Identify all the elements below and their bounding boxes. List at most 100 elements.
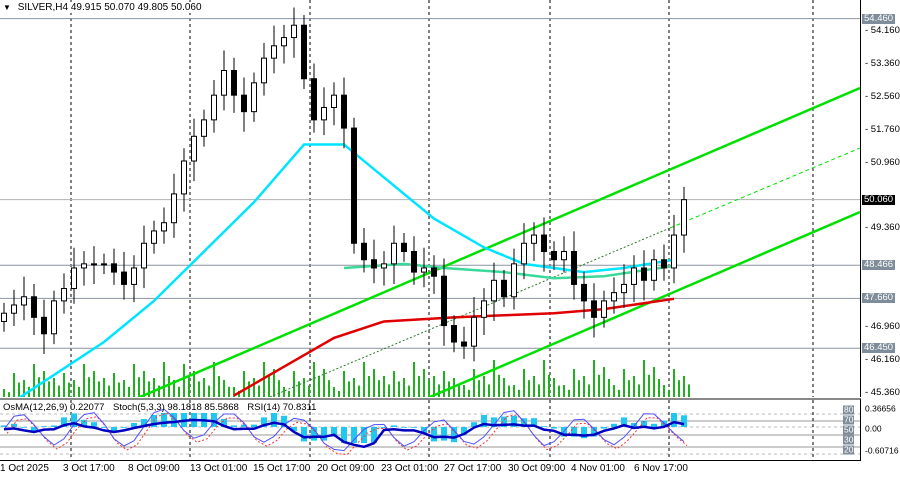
volume-bar — [333, 387, 335, 397]
volume-bar — [683, 376, 685, 397]
candle-body — [511, 263, 517, 298]
volume-bar — [283, 387, 285, 397]
level-price-tag: 48.466 — [862, 259, 896, 271]
volume-bar — [73, 380, 75, 397]
candle-body — [331, 94, 337, 109]
volume-bar — [123, 380, 125, 397]
candle-body — [411, 251, 417, 273]
rsi-label: RSI(14) 70.8311 — [247, 402, 317, 413]
osma-bar — [601, 427, 607, 429]
volume-bar — [458, 385, 460, 397]
volume-bar — [663, 385, 665, 397]
volume-bar — [648, 374, 650, 397]
time-tick-label: 13 Oct 01:00 — [190, 463, 248, 474]
volume-bar — [13, 373, 15, 397]
candle-body — [671, 234, 677, 269]
candle-body — [201, 119, 207, 137]
candle-body — [661, 259, 667, 269]
volume-bar — [498, 374, 500, 397]
volume-bar — [203, 378, 205, 397]
volume-bar — [258, 385, 260, 397]
candle-body — [281, 37, 287, 47]
osma-bar — [351, 427, 357, 443]
symbol-header: ▼ SILVER,H4 49.915 50.070 49.805 50.060 — [3, 2, 202, 13]
volume-bar — [443, 371, 445, 397]
indicator-axis-label: 80 — [843, 404, 855, 415]
candle-body — [41, 316, 47, 335]
volume-bar — [493, 360, 495, 397]
candle-body — [271, 45, 277, 59]
volume-bar — [243, 371, 245, 397]
volume-bar — [213, 362, 215, 397]
volume-bar — [543, 360, 545, 397]
osma-bar — [261, 417, 267, 427]
osma-bar — [571, 427, 577, 437]
channel-middle-line — [269, 227, 671, 397]
candle-body — [211, 94, 217, 121]
volume-bar — [168, 376, 170, 397]
volume-bar — [578, 380, 580, 397]
price-chart[interactable]: ▼ SILVER,H4 49.915 50.070 49.805 50.060 — [0, 0, 861, 397]
volume-bar — [328, 380, 330, 397]
candle-body — [111, 263, 117, 273]
osma-bar — [81, 419, 87, 427]
candle-body — [91, 263, 97, 266]
candle-body — [1, 312, 7, 322]
time-axis[interactable]: 1 Oct 2025 3 Oct 17:00 8 Oct 09:00 13 Oct 0… — [0, 459, 860, 481]
volume-bar — [208, 385, 210, 397]
volume-bar — [673, 369, 675, 397]
candle-body — [521, 242, 527, 265]
dropdown-triangle-icon[interactable]: ▼ — [3, 3, 11, 12]
volume-bar — [483, 376, 485, 397]
candle-body — [401, 242, 407, 253]
volume-bar — [218, 376, 220, 397]
indicator-panel[interactable]: OsMA(12,26,9) 0.22077 Stoch(5,3,3) 98.18… — [0, 398, 861, 461]
candle-body — [581, 283, 587, 302]
osma-bar — [341, 427, 347, 443]
volume-bar — [133, 364, 135, 397]
price-tick-label: - 52.560 — [865, 90, 900, 102]
volume-bar — [83, 364, 85, 397]
candle-body — [651, 259, 657, 281]
candle-body — [301, 24, 307, 80]
volume-bar — [63, 373, 65, 397]
candle-body — [471, 316, 477, 347]
volume-bar — [513, 385, 515, 397]
volume-bar — [153, 378, 155, 397]
volume-bar — [503, 378, 505, 397]
volume-bar — [378, 380, 380, 397]
candle-body — [71, 267, 77, 290]
time-tick-label: 15 Oct 17:00 — [253, 463, 311, 474]
volume-bar — [643, 360, 645, 397]
candle-body — [261, 57, 267, 84]
candle-body — [121, 271, 127, 285]
volume-bar — [658, 379, 660, 397]
candle-body — [101, 263, 107, 266]
volume-bar — [408, 385, 410, 397]
volume-bar — [588, 384, 590, 397]
osma-bar — [141, 419, 147, 427]
price-tick-label: - 46.160 — [865, 354, 900, 366]
indicator-canvas — [0, 400, 860, 460]
osma-bar — [411, 427, 417, 428]
price-axis[interactable]: - 54.160 - 53.360 - 52.560 - 51.760 - 50.960… — [861, 0, 900, 458]
osma-bar — [431, 427, 437, 442]
volume-bar — [653, 367, 655, 397]
price-chart-canvas — [0, 0, 860, 397]
time-tick-label: 23 Oct 01:00 — [381, 463, 439, 474]
channel-upper-line — [139, 86, 860, 397]
volume-bar — [468, 389, 470, 397]
volume-bar — [628, 380, 630, 397]
volume-bar — [418, 376, 420, 397]
volume-bar — [348, 381, 350, 397]
osma-bar — [461, 427, 467, 435]
osma-bar — [671, 413, 677, 427]
osma-bar — [491, 417, 497, 427]
osma-bar — [481, 415, 487, 427]
volume-bar — [373, 369, 375, 397]
osma-bar — [281, 415, 287, 427]
volume-bar — [313, 362, 315, 397]
time-tick-label: 27 Oct 17:00 — [444, 463, 502, 474]
candle-body — [481, 300, 487, 318]
volume-bar — [48, 381, 50, 397]
